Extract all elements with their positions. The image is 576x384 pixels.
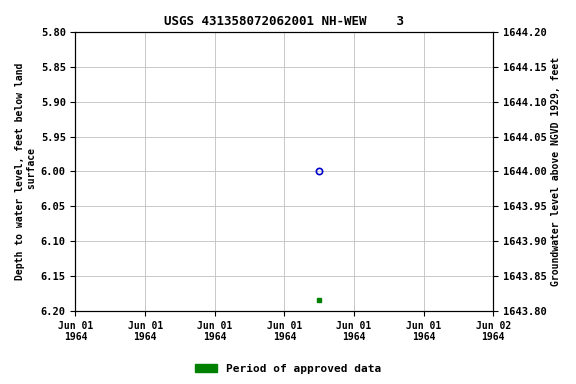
Legend: Period of approved data: Period of approved data (191, 359, 385, 379)
Y-axis label: Depth to water level, feet below land
 surface: Depth to water level, feet below land su… (15, 63, 37, 280)
Y-axis label: Groundwater level above NGVD 1929, feet: Groundwater level above NGVD 1929, feet (551, 57, 561, 286)
Title: USGS 431358072062001 NH-WEW    3: USGS 431358072062001 NH-WEW 3 (164, 15, 404, 28)
